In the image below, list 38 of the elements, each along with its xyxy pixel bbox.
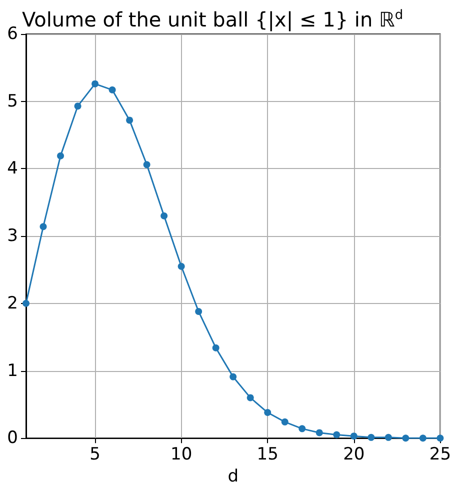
y-tick-label: 0 — [7, 428, 18, 448]
point — [212, 344, 220, 352]
y-tick-label: 6 — [7, 24, 18, 44]
point — [92, 80, 99, 88]
point — [195, 308, 202, 315]
point — [384, 434, 392, 441]
y-tick-label: 2 — [7, 293, 18, 314]
point — [368, 434, 375, 441]
point — [57, 152, 64, 160]
x-tick-label: 15 — [256, 444, 278, 465]
point — [178, 262, 185, 270]
point — [316, 429, 323, 436]
point — [350, 432, 358, 440]
point — [264, 409, 272, 416]
point — [22, 300, 30, 307]
point — [402, 434, 410, 442]
chart-title: Volume of the unit ball {|x| ≤ 1} in ℝ$^{d}$ — [22, 6, 404, 32]
point — [160, 212, 168, 220]
x-tick-label: 10 — [170, 444, 192, 465]
point — [281, 418, 288, 426]
point — [230, 373, 237, 380]
x-tick-label: 20 — [343, 444, 365, 465]
x-tick-label: 25 — [429, 444, 452, 465]
point — [298, 425, 306, 432]
x-tick-label: 5 — [90, 444, 100, 465]
point — [40, 223, 47, 230]
point — [126, 116, 134, 124]
y-tick-label: 3 — [7, 226, 18, 246]
x-axis-title: d — [228, 466, 238, 486]
y-tick-label: 1 — [7, 360, 18, 381]
point — [419, 434, 426, 442]
y-tick-label: 5 — [7, 91, 18, 112]
point — [143, 161, 150, 168]
y-tick-label: 4 — [7, 158, 18, 179]
point — [246, 394, 254, 402]
point — [333, 431, 340, 438]
point — [108, 86, 116, 94]
point — [74, 102, 82, 110]
